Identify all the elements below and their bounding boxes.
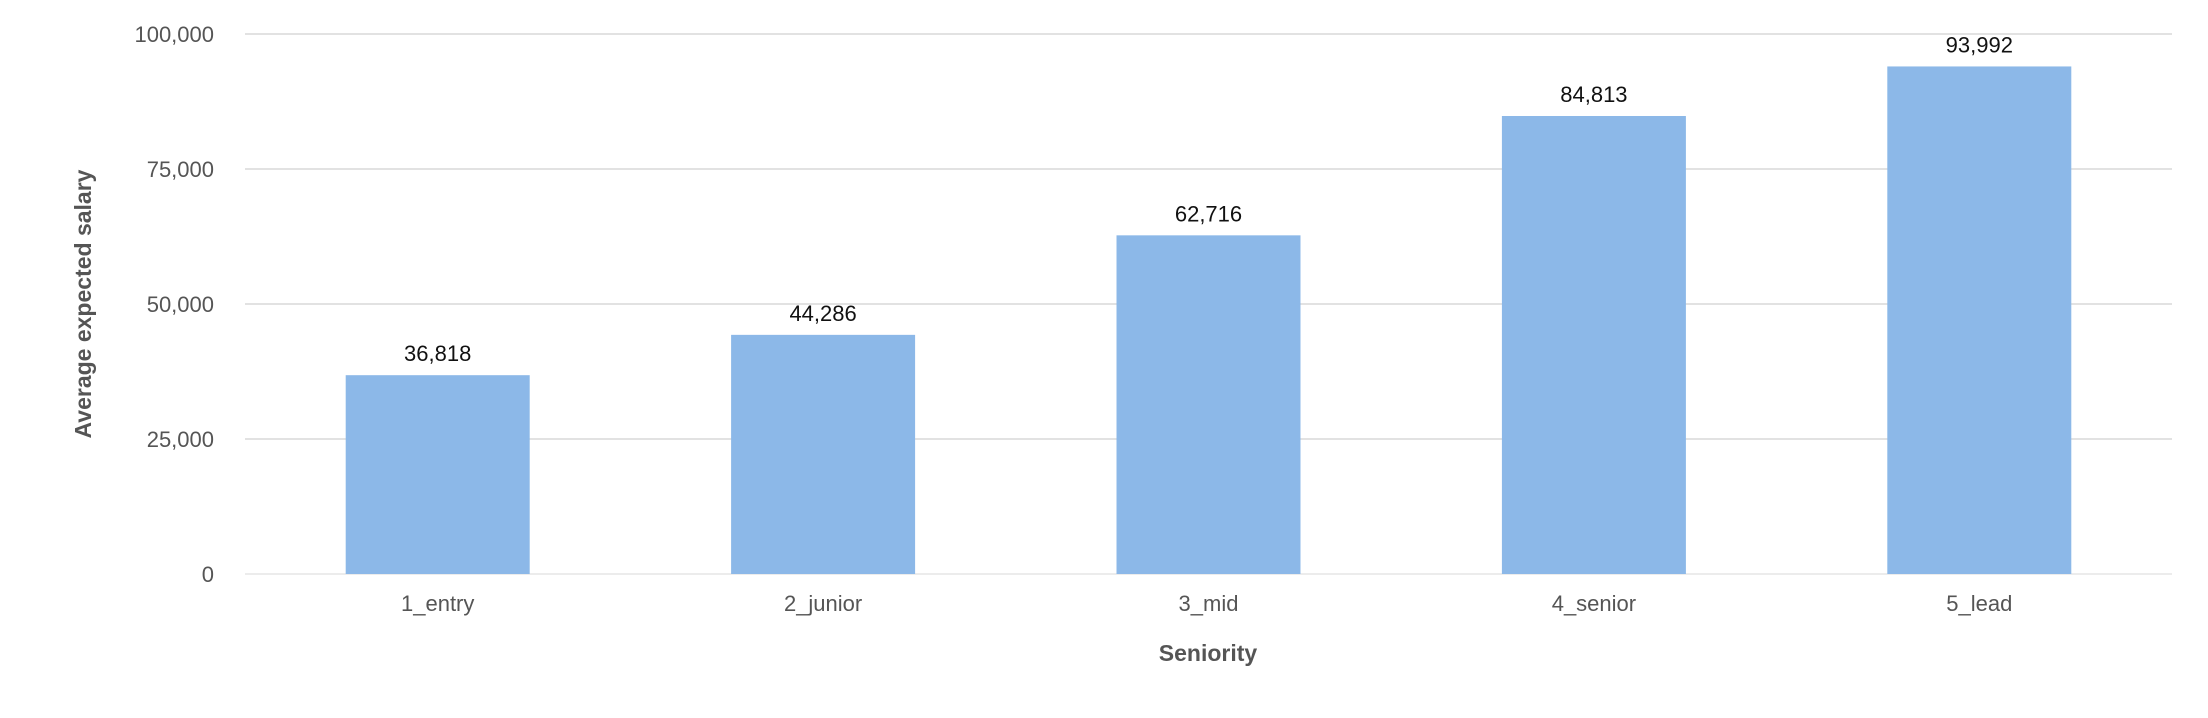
x-axis-title: Seniority (1159, 640, 1258, 666)
bar-1_entry[interactable] (345, 375, 530, 574)
bar-5_lead[interactable] (1887, 66, 2072, 574)
y-axis-ticks: 0 25,000 50,000 75,000 100,000 (134, 22, 214, 587)
y-tick-label: 25,000 (147, 427, 214, 452)
x-axis-ticks: 1_entry 2_junior 3_mid 4_senior 5_lead (401, 591, 2012, 616)
bar-3_mid[interactable] (1116, 235, 1301, 574)
y-tick-label: 100,000 (134, 22, 214, 47)
x-tick-label: 2_junior (784, 591, 862, 616)
bar-2_junior[interactable] (731, 334, 916, 574)
bar-4_senior[interactable] (1501, 116, 1686, 574)
y-axis-title: Average expected salary (70, 169, 96, 438)
data-label: 84,813 (1560, 82, 1627, 107)
y-tick-label: 0 (202, 562, 214, 587)
y-tick-label: 50,000 (147, 292, 214, 317)
data-label: 62,716 (1175, 201, 1242, 226)
data-labels: 36,818 44,286 62,716 84,813 93,992 (404, 32, 2013, 366)
x-tick-label: 1_entry (401, 591, 474, 616)
data-label: 93,992 (1946, 32, 2013, 57)
x-tick-label: 3_mid (1179, 591, 1239, 616)
data-label: 36,818 (404, 341, 471, 366)
x-tick-label: 5_lead (1946, 591, 2012, 616)
bars (345, 66, 2072, 574)
y-tick-label: 75,000 (147, 157, 214, 182)
data-label: 44,286 (789, 301, 856, 326)
x-tick-label: 4_senior (1552, 591, 1636, 616)
